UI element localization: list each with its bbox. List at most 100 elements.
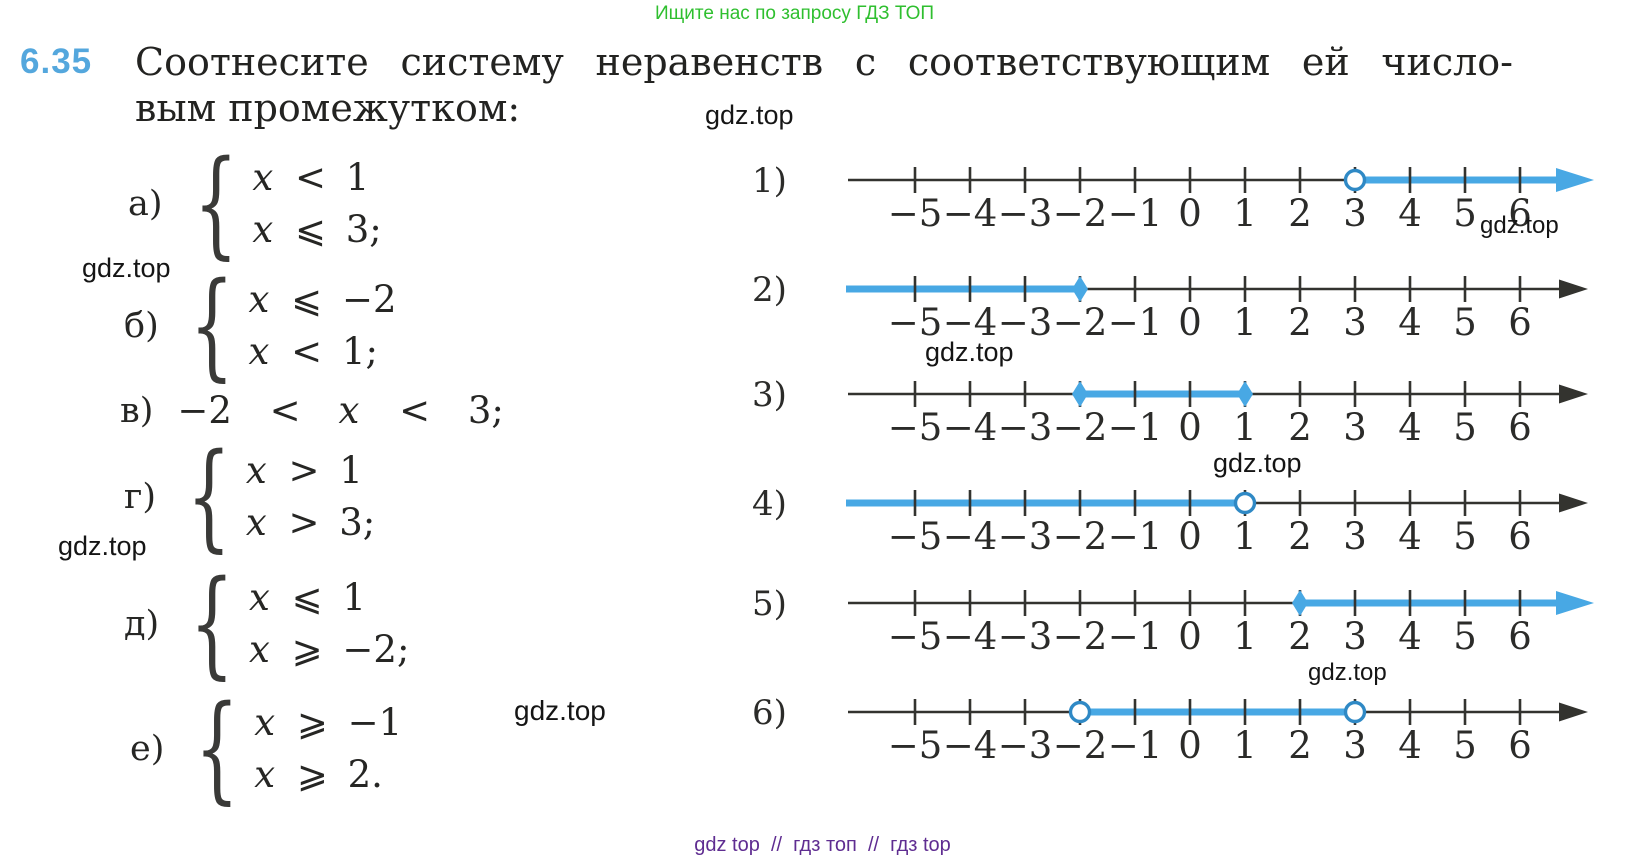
tick-label: −5 [888,406,943,449]
math-x: x [248,330,270,373]
system-lines: x ⩽ 1 x ⩾ −2; [249,572,409,676]
tick-label: −5 [888,192,943,235]
inequality-item-4: г) {x > 1 x > 3; [124,428,375,564]
arrow-right-icon [1559,279,1588,299]
inequality-formula: x ⩾ −1 [254,701,403,744]
system-lines: x ⩾ −1 x ⩾ 2. [254,697,402,801]
tick-label: −2 [1053,515,1108,558]
inequality-formula: x ⩽ 1 [249,576,366,619]
tick-label: −3 [998,406,1053,449]
watermark: gdz.top [82,253,171,283]
arrow-right-icon [1559,384,1588,404]
tick-label: 1 [1233,724,1257,767]
inequality-item-1: а) {x < 1 x ⩽ 3; [128,145,382,261]
system-brace: { [186,428,232,564]
bottom-banner-text: gdz top // гдз топ // гдз top [694,834,951,856]
tick-label: −2 [1053,192,1108,235]
number-line-6: 6) −5 −4 −3 −2 −1 0 1 2 3 4 5 6 [752,693,1588,767]
math-x: x [249,628,270,671]
tick-label: 0 [1178,615,1202,658]
math-x: x [254,753,276,796]
math-x: x [249,576,270,619]
tick-label: 3 [1343,515,1367,558]
tick-label: 1 [1233,192,1257,235]
watermark: gdz.top [1480,212,1559,239]
tick-label: 5 [1453,406,1477,449]
tick-label: −2 [1053,615,1108,658]
system-lines: x ⩽ −2 x < 1; [249,274,397,378]
inequality-formula: x ⩽ −2 [248,278,397,321]
inequality-formula: x ⩾ 2. [254,753,383,796]
watermark: gdz.top [514,695,606,726]
math-x: x [245,501,267,544]
inequality-item-6: е) { x ⩾ −1 x ⩾ 2. [130,680,402,816]
tick-label: 1 [1233,515,1257,558]
open-point [1343,700,1367,724]
tick-label: 6 [1508,515,1532,558]
tick-label: 0 [1178,515,1202,558]
watermark: gdz.top [705,100,794,130]
line-number-label: 2) [752,270,787,310]
line-number-label: 6) [752,693,787,733]
system-brace: { [195,680,240,816]
line-number-label: 3) [752,375,787,415]
number-line-1: 1) −5 −4 −3 −2 −1 0 1 2 3 4 5 6 [752,161,1594,235]
math-x: x [248,278,270,321]
tick-label: −1 [1108,724,1163,767]
tick-label: −4 [943,406,998,449]
inequality-item-5: д) {x ⩽ 1 x ⩾ −2; [124,555,409,691]
item-label: а) [128,184,163,224]
tick-label: 1 [1233,615,1257,658]
item-label: б) [124,306,159,346]
tick-label: 3 [1343,724,1367,767]
tick-label: −3 [998,301,1053,344]
inequality-formula: −2 < x < 3; [177,389,504,432]
watermark: gdz.top [58,531,147,561]
system-brace: { [189,555,235,691]
tick-label: 2 [1288,724,1312,767]
tick-label: 3 [1343,615,1367,658]
problem-statement-line1: Соотнесите систему неравенств с соответс… [135,40,1513,84]
math-x: x [338,389,360,432]
tick-label: −2 [1053,724,1108,767]
tick-label: 6 [1508,406,1532,449]
inequality-formula: x ⩽ 3; [252,208,382,251]
tick-label: 2 [1288,515,1312,558]
tick-label: 5 [1453,615,1477,658]
problem-statement-line2: вым промежутком: [135,86,521,130]
tick-label: −3 [998,515,1053,558]
tick-label: 1 [1233,301,1257,344]
tick-label: −4 [943,615,998,658]
inequality-formula: x < 1 [252,156,370,199]
tick-label: 6 [1508,192,1532,235]
inequality-formula: x ⩾ −2; [249,628,410,671]
item-label: в) [120,391,154,431]
watermark: gdz.top [925,337,1014,367]
tick-label: 4 [1398,406,1422,449]
open-point [1343,168,1367,192]
number-line-2: 2) −5 −4 −3 −2 −1 0 1 2 3 4 5 6 [752,270,1588,344]
top-banner-text: Ищите нас по запросу ГДЗ ТОП [655,3,935,24]
number-line-4: 4) −5 −4 −3 −2 −1 0 1 2 3 4 5 6 [752,484,1588,558]
tick-label: −1 [1108,192,1163,235]
system-lines: x < 1 x ⩽ 3; [252,152,381,256]
tick-label: −5 [888,615,943,658]
tick-label: 6 [1508,615,1532,658]
inequality-formula: x < 1; [248,330,378,373]
tick-label: 2 [1288,615,1312,658]
tick-label: −4 [943,192,998,235]
closed-point [1237,381,1253,407]
tick-label: 6 [1508,301,1532,344]
line-number-label: 5) [752,584,787,624]
tick-label: −2 [1053,301,1108,344]
tick-label: 3 [1343,406,1367,449]
item-label: е) [130,729,165,769]
tick-label: 0 [1178,406,1202,449]
closed-point [1072,381,1088,407]
tick-label: −1 [1108,615,1163,658]
problem-number: 6.35 [20,42,93,81]
tick-label: 2 [1288,301,1312,344]
system-brace: { [189,257,234,393]
tick-label: 5 [1453,301,1477,344]
tick-label: −1 [1108,515,1163,558]
